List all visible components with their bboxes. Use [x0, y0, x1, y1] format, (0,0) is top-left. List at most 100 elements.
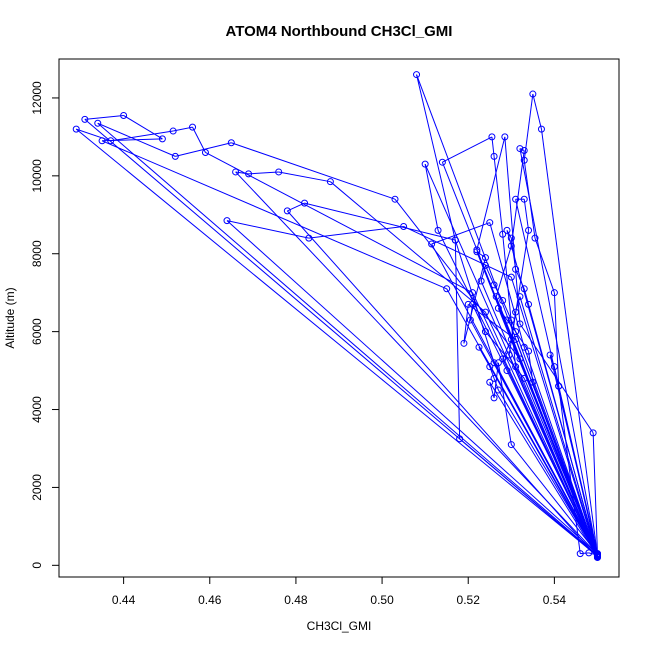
series-segment — [540, 129, 598, 556]
series-segment — [478, 346, 491, 367]
y-tick-label: 8000 — [30, 240, 44, 267]
data-point — [512, 308, 520, 316]
data-point — [507, 273, 515, 281]
data-point — [516, 355, 524, 363]
series-segment — [205, 152, 473, 294]
y-axis-label: Altitude (m) — [3, 287, 17, 348]
series-segment — [248, 171, 279, 175]
data-point — [481, 261, 489, 269]
x-tick-label: 0.46 — [198, 593, 222, 607]
data-point — [490, 152, 498, 160]
series-segment — [463, 257, 486, 344]
data-point — [507, 316, 515, 324]
data-point — [421, 160, 429, 168]
data-point — [223, 217, 231, 225]
chart-title: ATOM4 Northbound CH3Cl_GMI — [226, 23, 453, 40]
data-point — [499, 230, 507, 238]
series-segment — [330, 181, 486, 313]
series-segment — [278, 171, 331, 183]
data-point — [494, 386, 502, 394]
data-point — [550, 363, 558, 371]
data-point — [525, 226, 533, 234]
data-point — [169, 127, 177, 135]
data-point — [529, 378, 537, 386]
data-point — [486, 363, 494, 371]
y-tick-label: 0 — [30, 562, 44, 569]
series-segment — [495, 245, 512, 297]
data-point — [201, 148, 209, 156]
data-point — [512, 335, 520, 343]
data-point — [507, 234, 515, 242]
data-point — [490, 374, 498, 382]
y-tick-label: 10000 — [30, 159, 44, 193]
data-point — [460, 339, 468, 347]
data-point — [555, 382, 563, 390]
data-point — [72, 125, 80, 133]
series-segment — [480, 280, 598, 558]
data-point — [473, 246, 481, 254]
data-point — [301, 199, 309, 207]
series-segment — [416, 74, 456, 241]
data-point — [451, 236, 459, 244]
series-segment — [454, 240, 461, 439]
data-point — [490, 394, 498, 402]
series-segment — [510, 312, 517, 340]
data-point — [98, 137, 106, 145]
data-point — [391, 195, 399, 203]
data-point — [158, 135, 166, 143]
series-segment — [510, 319, 598, 556]
data-point — [466, 316, 474, 324]
series-segment — [592, 432, 598, 554]
series-segment — [534, 237, 555, 293]
data-point — [283, 207, 291, 215]
data-point — [494, 359, 502, 367]
series-segment — [580, 552, 589, 555]
x-tick-label: 0.54 — [543, 593, 567, 607]
data-point — [464, 300, 472, 308]
data-point — [171, 152, 179, 160]
series-segment — [437, 230, 508, 371]
series-segment — [84, 114, 124, 120]
series-segment — [476, 136, 506, 250]
data-point — [94, 119, 102, 127]
x-axis: 0.44 0.46 0.48 0.50 0.52 0.54 — [112, 577, 566, 607]
data-point — [585, 549, 593, 557]
series-segment — [110, 130, 174, 142]
series-segment — [523, 93, 534, 161]
series-segment — [446, 288, 598, 556]
series-segment — [523, 378, 598, 555]
data-point — [507, 441, 515, 449]
series-segment — [506, 230, 512, 239]
series-segment — [431, 222, 490, 245]
data-point — [550, 289, 558, 297]
series-segment — [424, 164, 439, 231]
series-segment — [286, 210, 598, 558]
data-point — [434, 226, 442, 234]
series-segment — [463, 304, 469, 344]
series-segment — [308, 225, 404, 239]
series-segment — [549, 354, 555, 367]
data-point — [481, 328, 489, 336]
series-segment — [304, 202, 456, 241]
series-segment — [519, 296, 598, 557]
data-point — [525, 347, 533, 355]
series-segment — [504, 136, 521, 324]
series-segment — [469, 319, 598, 556]
series-segment — [75, 128, 598, 557]
data-points — [72, 71, 601, 562]
data-point — [475, 343, 483, 351]
data-point — [232, 168, 240, 176]
data-point — [305, 234, 313, 242]
data-point — [443, 285, 451, 293]
series-segment — [489, 366, 495, 379]
data-point — [499, 355, 507, 363]
plot-frame — [58, 58, 620, 578]
series-segment — [497, 389, 598, 556]
data-point — [593, 551, 601, 559]
series-segment — [192, 126, 206, 153]
data-point — [520, 156, 528, 164]
data-point — [512, 195, 520, 203]
series-segment — [493, 156, 504, 235]
data-point — [326, 178, 334, 186]
